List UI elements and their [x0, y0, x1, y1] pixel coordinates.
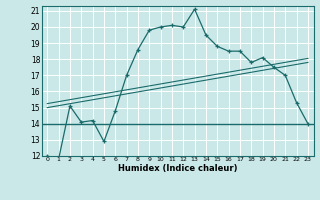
- X-axis label: Humidex (Indice chaleur): Humidex (Indice chaleur): [118, 164, 237, 173]
